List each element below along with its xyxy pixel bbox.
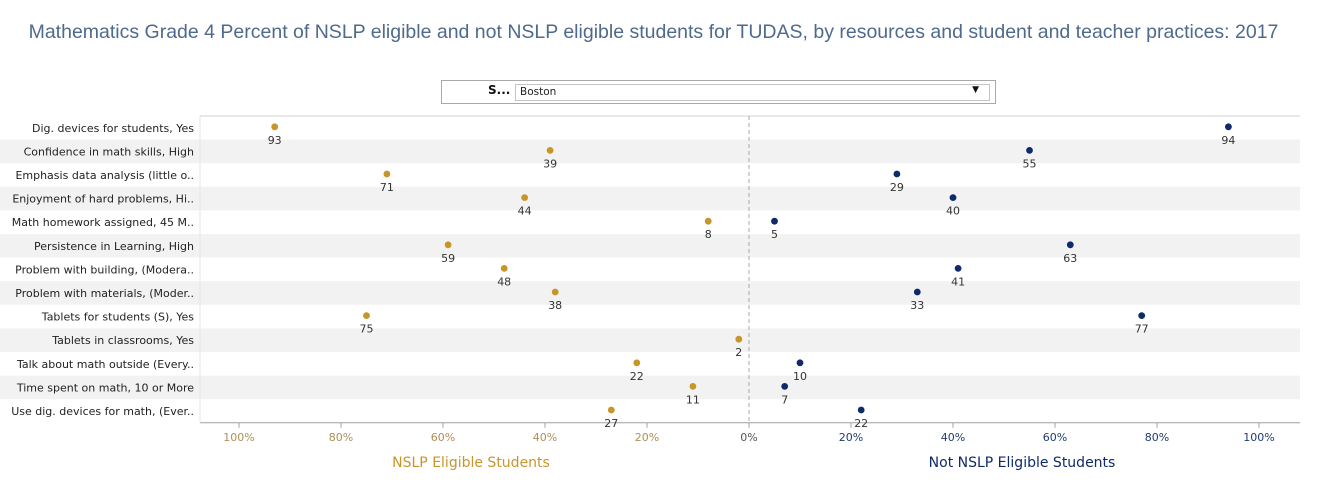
x-tick-label: 20% <box>839 431 863 444</box>
eligible-point <box>735 335 743 343</box>
not-eligible-point <box>781 383 789 390</box>
not-eligible-data-label: 29 <box>890 181 904 194</box>
row-label: Tablets for students (S), Yes <box>41 311 194 324</box>
eligible-point <box>271 123 279 131</box>
x-tick-label: 0% <box>740 431 757 444</box>
x-tick-label: 80% <box>1145 431 1169 444</box>
row-band <box>0 139 1300 164</box>
eligible-data-label: 44 <box>518 205 532 218</box>
x-tick-label: 20% <box>635 431 659 444</box>
eligible-point <box>607 406 615 414</box>
not-eligible-point <box>796 359 804 367</box>
not-eligible-point <box>1138 312 1146 319</box>
not-eligible-data-label: 55 <box>1023 157 1037 170</box>
x-axis-ticks: 100% 80% 60% 40% 20% 0% 20% 40% 60% 80% 100% <box>223 422 1275 444</box>
not-eligible-data-label: 10 <box>793 370 807 383</box>
x-tick-label: 100% <box>1243 431 1274 444</box>
not-eligible-data-label: 40 <box>946 205 960 218</box>
x-tick-label: 60% <box>1043 431 1067 444</box>
not-eligible-data-label: 33 <box>910 299 924 312</box>
not-eligible-data-label: 77 <box>1135 323 1149 336</box>
eligible-data-label: 38 <box>548 299 562 312</box>
row-label: Tablets in classrooms, Yes <box>51 334 194 347</box>
not-eligible-data-label: 7 <box>781 393 788 406</box>
not-eligible-point <box>857 406 865 414</box>
not-eligible-data-label: 63 <box>1063 252 1077 265</box>
not-eligible-point <box>1026 147 1033 154</box>
x-axis-label-not-eligible: Not NSLP Eligible Students <box>929 455 1116 471</box>
row-band <box>0 328 1300 352</box>
eligible-point <box>500 265 508 272</box>
not-eligible-point <box>1066 241 1074 249</box>
row-bands <box>0 139 1300 400</box>
eligible-data-label: 2 <box>735 346 742 359</box>
eligible-point <box>704 217 712 225</box>
eligible-data-label: 11 <box>686 393 700 406</box>
row-label: Confidence in math skills, High <box>24 145 194 158</box>
row-label: Dig. devices for students, Yes <box>32 122 194 135</box>
eligible-data-label: 8 <box>705 228 712 241</box>
axes <box>199 115 1300 424</box>
eligible-data-label: 39 <box>543 157 557 170</box>
row-labels: Dig. devices for students, Yes Confidence… <box>11 122 194 418</box>
x-axis-label-eligible: NSLP Eligible Students <box>392 455 550 471</box>
row-label: Emphasis data analysis (little o.. <box>15 169 194 182</box>
not-eligible-point <box>913 288 921 296</box>
eligible-data-label: 27 <box>604 417 618 430</box>
row-label: Persistence in Learning, High <box>34 240 194 253</box>
eligible-data-label: 93 <box>268 134 282 147</box>
row-band <box>0 186 1300 211</box>
x-tick-label: 60% <box>431 431 455 444</box>
row-label: Use dig. devices for math, (Ever.. <box>11 405 194 418</box>
x-tick-label: 40% <box>941 431 965 444</box>
x-tick-label: 80% <box>329 431 353 444</box>
eligible-point <box>689 383 697 390</box>
eligible-point <box>633 359 641 367</box>
row-label: Talk about math outside (Every.. <box>16 358 194 371</box>
row-band <box>0 375 1300 400</box>
not-eligible-point <box>893 170 901 178</box>
eligible-data-label: 48 <box>497 275 511 288</box>
not-eligible-data-label: 41 <box>951 275 965 288</box>
row-label: Enjoyment of hard problems, Hi.. <box>12 193 194 206</box>
eligible-point <box>444 241 452 249</box>
eligible-point <box>546 147 554 154</box>
not-eligible-point <box>954 265 962 272</box>
not-eligible-point <box>1225 123 1232 131</box>
filter-label: S... <box>488 83 511 97</box>
eligible-point <box>551 288 559 296</box>
row-label: Problem with materials, (Moder.. <box>15 287 194 300</box>
eligible-data-label: 71 <box>380 181 394 194</box>
chevron-down-icon[interactable]: ▼ <box>972 85 979 95</box>
state-filter[interactable]: S... Boston ▼ <box>441 80 996 104</box>
state-dropdown-value: Boston <box>520 86 557 98</box>
row-label: Math homework assigned, 45 M.. <box>12 216 194 229</box>
x-tick-label: 100% <box>223 431 254 444</box>
state-dropdown[interactable]: Boston ▼ <box>515 84 990 101</box>
not-eligible-point <box>949 194 957 202</box>
chart-title: Mathematics Grade 4 Percent of NSLP elig… <box>28 21 1279 43</box>
not-eligible-data-label: 94 <box>1221 134 1235 147</box>
eligible-data-label: 75 <box>360 323 374 336</box>
row-band <box>0 234 1300 258</box>
not-eligible-data-label: 5 <box>771 228 778 241</box>
x-tick-label: 40% <box>533 431 557 444</box>
row-label: Time spent on math, 10 or More <box>16 381 194 394</box>
eligible-data-label: 22 <box>630 370 644 383</box>
not-eligible-point <box>771 217 778 225</box>
eligible-point <box>521 194 528 202</box>
eligible-point <box>363 312 370 319</box>
eligible-point <box>383 170 391 178</box>
eligible-data-label: 59 <box>441 252 455 265</box>
row-band <box>0 281 1300 305</box>
row-label: Problem with building, (Modera.. <box>15 263 194 276</box>
not-eligible-data-label: 22 <box>854 417 868 430</box>
